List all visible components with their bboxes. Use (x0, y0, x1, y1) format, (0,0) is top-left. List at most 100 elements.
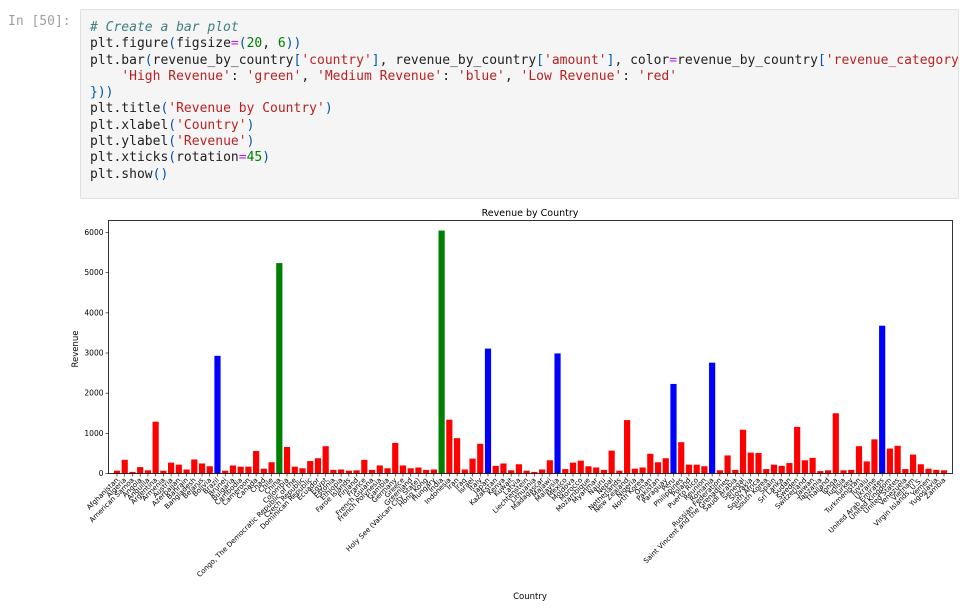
bars-group (113, 230, 948, 474)
bar-46 (469, 458, 476, 474)
bar-38 (407, 468, 414, 474)
bar-26 (314, 458, 322, 474)
bar-67 (631, 468, 638, 474)
y-axis-label: Revenue (71, 330, 81, 367)
bar-68 (639, 467, 646, 474)
y-axis: 0 1000 2000 3000 4000 5000 6000 (84, 228, 109, 478)
bar-91 (817, 471, 824, 474)
bar-69 (647, 453, 654, 474)
bar-83 (755, 453, 762, 474)
y-tick-label-2: 2000 (84, 389, 103, 398)
bar-79 (724, 455, 731, 474)
bar-96 (855, 446, 863, 474)
code-line-10: plt.show() (90, 166, 169, 182)
bar-74 (685, 464, 693, 474)
bar-3 (137, 467, 144, 474)
bar-42 (438, 230, 445, 474)
bar-75 (693, 464, 700, 474)
bar-53 (523, 470, 530, 474)
bar-81 (739, 429, 747, 474)
bar-4 (144, 470, 152, 474)
bar-21 (276, 263, 283, 474)
bar-57 (554, 353, 561, 474)
bar-7 (168, 462, 175, 474)
code-cell[interactable]: # Create a bar plot plt.figure(figsize=(… (80, 9, 959, 199)
bar-1 (121, 459, 128, 474)
bar-70 (654, 462, 662, 474)
bar-23 (291, 466, 298, 474)
cell-output: Revenue by Country Revenue Country 0 1000… (0, 200, 976, 606)
bar-39 (415, 467, 422, 474)
bar-40 (423, 469, 430, 474)
bar-107 (940, 470, 948, 474)
bar-28 (330, 469, 337, 474)
x-axis-label: Country (513, 592, 547, 602)
bar-100 (886, 448, 893, 474)
bar-60 (577, 460, 584, 474)
bar-24 (299, 468, 306, 474)
bar-49 (492, 465, 499, 474)
bar-5 (152, 421, 159, 474)
bar-88 (794, 426, 801, 474)
bar-84 (763, 469, 770, 474)
bar-87 (786, 463, 793, 474)
bar-6 (160, 470, 167, 474)
bar-106 (933, 469, 940, 474)
bar-89 (801, 460, 808, 474)
bar-85 (770, 464, 778, 474)
bar-95 (848, 469, 855, 474)
bar-86 (778, 465, 785, 474)
code-line-4: 'High Revenue': 'green', 'Medium Revenue… (121, 68, 678, 84)
bar-45 (461, 469, 468, 474)
bar-63 (600, 469, 608, 474)
chart-title: Revenue by Country (482, 208, 579, 219)
bar-27 (322, 446, 329, 474)
bar-58 (562, 469, 569, 474)
bar-37 (399, 465, 407, 474)
bar-103 (909, 454, 917, 474)
bar-82 (747, 452, 754, 474)
bar-32 (361, 459, 368, 474)
bar-11 (198, 463, 206, 474)
bar-59 (569, 462, 577, 474)
bar-33 (368, 469, 376, 474)
bar-2 (129, 471, 136, 474)
bar-25 (307, 461, 314, 474)
bar-16 (237, 466, 244, 474)
bar-10 (191, 459, 198, 474)
plot-frame (108, 220, 953, 474)
bar-19 (260, 468, 267, 474)
bar-52 (515, 464, 522, 474)
bar-48 (484, 348, 492, 474)
code-line-1: # Create a bar plot (90, 20, 239, 35)
code-line-9: plt.xticks(rotation=45) (90, 150, 271, 166)
code-line-2: plt.figure(figsize=(20, 6)) (90, 36, 302, 52)
bar-17 (245, 466, 252, 474)
bar-12 (206, 466, 213, 474)
bar-14 (222, 470, 229, 474)
code-line-1-text: # Create a bar plot (90, 20, 239, 35)
bar-61 (585, 466, 592, 474)
bar-55 (539, 469, 546, 474)
bar-65 (616, 470, 623, 474)
code-line-3: plt.bar(revenue_by_country['country'], r… (90, 52, 959, 68)
code-editor[interactable]: # Create a bar plot plt.figure(figsize=(… (81, 10, 958, 183)
bar-97 (863, 461, 870, 474)
bar-80 (732, 469, 739, 474)
code-line-7: plt.xlabel('Country') (90, 117, 255, 133)
bar-62 (593, 467, 600, 474)
bar-8 (175, 464, 182, 474)
bar-29 (338, 469, 345, 474)
bar-36 (392, 442, 399, 474)
code-line-6: plt.title('Revenue by Country') (90, 101, 333, 117)
bar-77 (709, 362, 716, 474)
y-tick-label-1: 1000 (84, 429, 103, 438)
bar-9 (183, 469, 190, 474)
bar-20 (268, 462, 275, 474)
bar-71 (662, 458, 669, 474)
bar-102 (902, 469, 909, 474)
cell-prompt: In [50]: (8, 14, 71, 29)
bar-66 (624, 420, 631, 474)
bar-51 (508, 470, 515, 474)
